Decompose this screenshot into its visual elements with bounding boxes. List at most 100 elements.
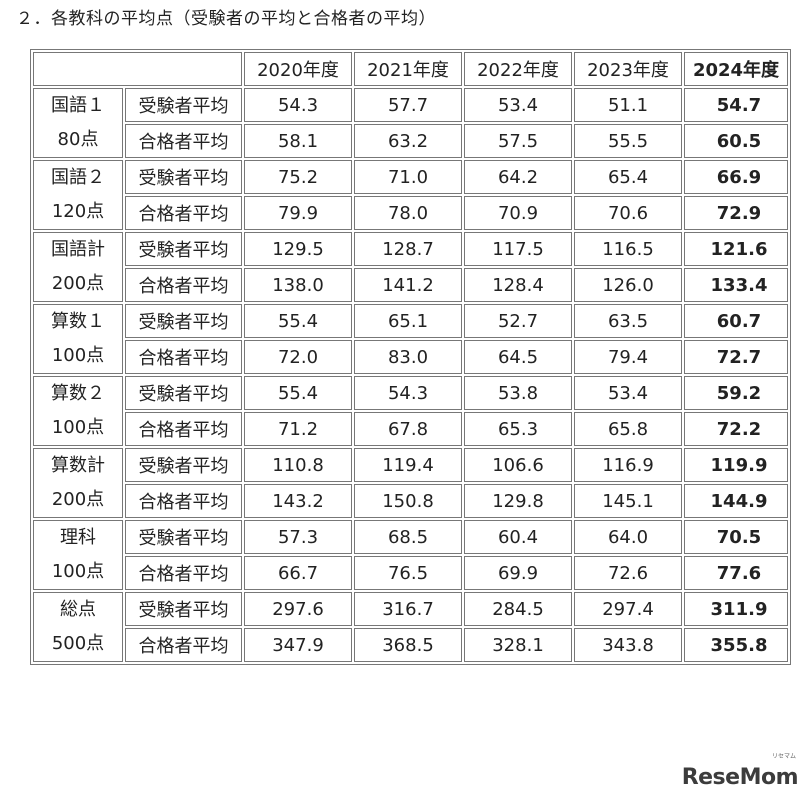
score-cell-2022: 57.5 xyxy=(464,124,572,158)
row-type-label: 合格者平均 xyxy=(125,340,242,374)
passer-average-row: 合格者平均 66.7 76.5 69.9 72.6 77.6 xyxy=(33,556,788,590)
score-cell-2021: 119.4 xyxy=(354,448,462,482)
row-type-label: 受験者平均 xyxy=(125,232,242,266)
logo-subtext: リセマム xyxy=(771,753,796,760)
score-cell-2024: 59.2 xyxy=(684,376,788,410)
year-header-2024: 2024年度 xyxy=(684,52,788,86)
subject-cell: 国語２ 120点 xyxy=(33,160,123,230)
score-cell-2022: 52.7 xyxy=(464,304,572,338)
score-cell-2024: 144.9 xyxy=(684,484,788,518)
score-cell-2024: 54.7 xyxy=(684,88,788,122)
row-type-label: 合格者平均 xyxy=(125,268,242,302)
row-type-label: 合格者平均 xyxy=(125,556,242,590)
passer-average-row: 合格者平均 138.0 141.2 128.4 126.0 133.4 xyxy=(33,268,788,302)
passer-average-row: 合格者平均 347.9 368.5 328.1 343.8 355.8 xyxy=(33,628,788,662)
score-cell-2021: 78.0 xyxy=(354,196,462,230)
row-type-label: 合格者平均 xyxy=(125,124,242,158)
score-cell-2022: 64.5 xyxy=(464,340,572,374)
score-cell-2023: 145.1 xyxy=(574,484,682,518)
score-cell-2021: 54.3 xyxy=(354,376,462,410)
score-cell-2020: 138.0 xyxy=(244,268,352,302)
score-cell-2020: 66.7 xyxy=(244,556,352,590)
score-cell-2024: 72.2 xyxy=(684,412,788,446)
passer-average-row: 合格者平均 71.2 67.8 65.3 65.8 72.2 xyxy=(33,412,788,446)
row-type-label: 合格者平均 xyxy=(125,412,242,446)
examinee-average-row: 国語２ 120点 受験者平均 75.2 71.0 64.2 65.4 66.9 xyxy=(33,160,788,230)
examinee-average-row: 算数計 200点 受験者平均 110.8 119.4 106.6 116.9 119.9 xyxy=(33,448,788,518)
subject-name: 算数計 xyxy=(51,455,105,476)
score-cell-2021: 128.7 xyxy=(354,232,462,266)
year-header-2020: 2020年度 xyxy=(244,52,352,86)
examinee-average-row: 国語１ 80点 受験者平均 54.3 57.7 53.4 51.1 54.7 xyxy=(33,88,788,158)
score-cell-2023: 53.4 xyxy=(574,376,682,410)
row-type-label: 受験者平均 xyxy=(125,304,242,338)
score-cell-2020: 143.2 xyxy=(244,484,352,518)
score-cell-2024: 72.9 xyxy=(684,196,788,230)
year-header-2022: 2022年度 xyxy=(464,52,572,86)
subject-max-points: 200点 xyxy=(51,489,105,510)
row-type-label: 受験者平均 xyxy=(125,376,242,410)
score-cell-2024: 70.5 xyxy=(684,520,788,554)
score-cell-2021: 63.2 xyxy=(354,124,462,158)
score-cell-2020: 297.6 xyxy=(244,592,352,626)
year-header-2023: 2023年度 xyxy=(574,52,682,86)
subject-name: 理科 xyxy=(60,527,96,548)
subject-cell: 算数計 200点 xyxy=(33,448,123,518)
score-cell-2023: 72.6 xyxy=(574,556,682,590)
row-type-label: 合格者平均 xyxy=(125,196,242,230)
subject-name: 国語１ xyxy=(51,95,105,116)
subject-name: 算数２ xyxy=(51,383,105,404)
average-score-table: 2020年度 2021年度 2022年度 2023年度 2024年度 国語１ 80… xyxy=(30,49,791,665)
score-cell-2021: 76.5 xyxy=(354,556,462,590)
score-cell-2023: 51.1 xyxy=(574,88,682,122)
score-cell-2023: 126.0 xyxy=(574,268,682,302)
corner-cell xyxy=(33,52,242,86)
score-cell-2022: 128.4 xyxy=(464,268,572,302)
score-cell-2022: 117.5 xyxy=(464,232,572,266)
score-cell-2020: 79.9 xyxy=(244,196,352,230)
score-cell-2023: 116.9 xyxy=(574,448,682,482)
score-cell-2021: 368.5 xyxy=(354,628,462,662)
subject-name: 算数１ xyxy=(51,311,105,332)
passer-average-row: 合格者平均 72.0 83.0 64.5 79.4 72.7 xyxy=(33,340,788,374)
row-type-label: 受験者平均 xyxy=(125,448,242,482)
row-type-label: 合格者平均 xyxy=(125,628,242,662)
score-cell-2023: 70.6 xyxy=(574,196,682,230)
subject-max-points: 80点 xyxy=(57,129,99,150)
score-cell-2023: 116.5 xyxy=(574,232,682,266)
subject-max-points: 200点 xyxy=(51,273,105,294)
score-cell-2022: 53.4 xyxy=(464,88,572,122)
subject-max-points: 120点 xyxy=(51,201,105,222)
score-cell-2020: 58.1 xyxy=(244,124,352,158)
score-cell-2023: 297.4 xyxy=(574,592,682,626)
score-cell-2024: 77.6 xyxy=(684,556,788,590)
score-cell-2024: 72.7 xyxy=(684,340,788,374)
score-cell-2024: 119.9 xyxy=(684,448,788,482)
score-cell-2021: 67.8 xyxy=(354,412,462,446)
score-cell-2022: 60.4 xyxy=(464,520,572,554)
subject-max-points: 100点 xyxy=(51,345,105,366)
score-cell-2020: 72.0 xyxy=(244,340,352,374)
score-cell-2021: 83.0 xyxy=(354,340,462,374)
score-cell-2020: 71.2 xyxy=(244,412,352,446)
examinee-average-row: 算数２ 100点 受験者平均 55.4 54.3 53.8 53.4 59.2 xyxy=(33,376,788,446)
score-cell-2022: 129.8 xyxy=(464,484,572,518)
subject-cell: 算数１ 100点 xyxy=(33,304,123,374)
score-cell-2021: 150.8 xyxy=(354,484,462,518)
examinee-average-row: 理科 100点 受験者平均 57.3 68.5 60.4 64.0 70.5 xyxy=(33,520,788,590)
score-cell-2020: 57.3 xyxy=(244,520,352,554)
score-cell-2020: 55.4 xyxy=(244,304,352,338)
page-heading: ２．各教科の平均点（受験者の平均と合格者の平均） xyxy=(16,9,436,29)
header-row: 2020年度 2021年度 2022年度 2023年度 2024年度 xyxy=(33,52,788,86)
table-body: 2020年度 2021年度 2022年度 2023年度 2024年度 国語１ 80… xyxy=(33,52,788,662)
score-cell-2020: 110.8 xyxy=(244,448,352,482)
score-cell-2024: 66.9 xyxy=(684,160,788,194)
score-cell-2020: 54.3 xyxy=(244,88,352,122)
score-cell-2023: 79.4 xyxy=(574,340,682,374)
subject-max-points: 500点 xyxy=(51,633,105,654)
row-type-label: 受験者平均 xyxy=(125,88,242,122)
year-header-2021: 2021年度 xyxy=(354,52,462,86)
examinee-average-row: 総点 500点 受験者平均 297.6 316.7 284.5 297.4 311.9 xyxy=(33,592,788,662)
row-type-label: 受験者平均 xyxy=(125,520,242,554)
examinee-average-row: 国語計 200点 受験者平均 129.5 128.7 117.5 116.5 121.6 xyxy=(33,232,788,302)
